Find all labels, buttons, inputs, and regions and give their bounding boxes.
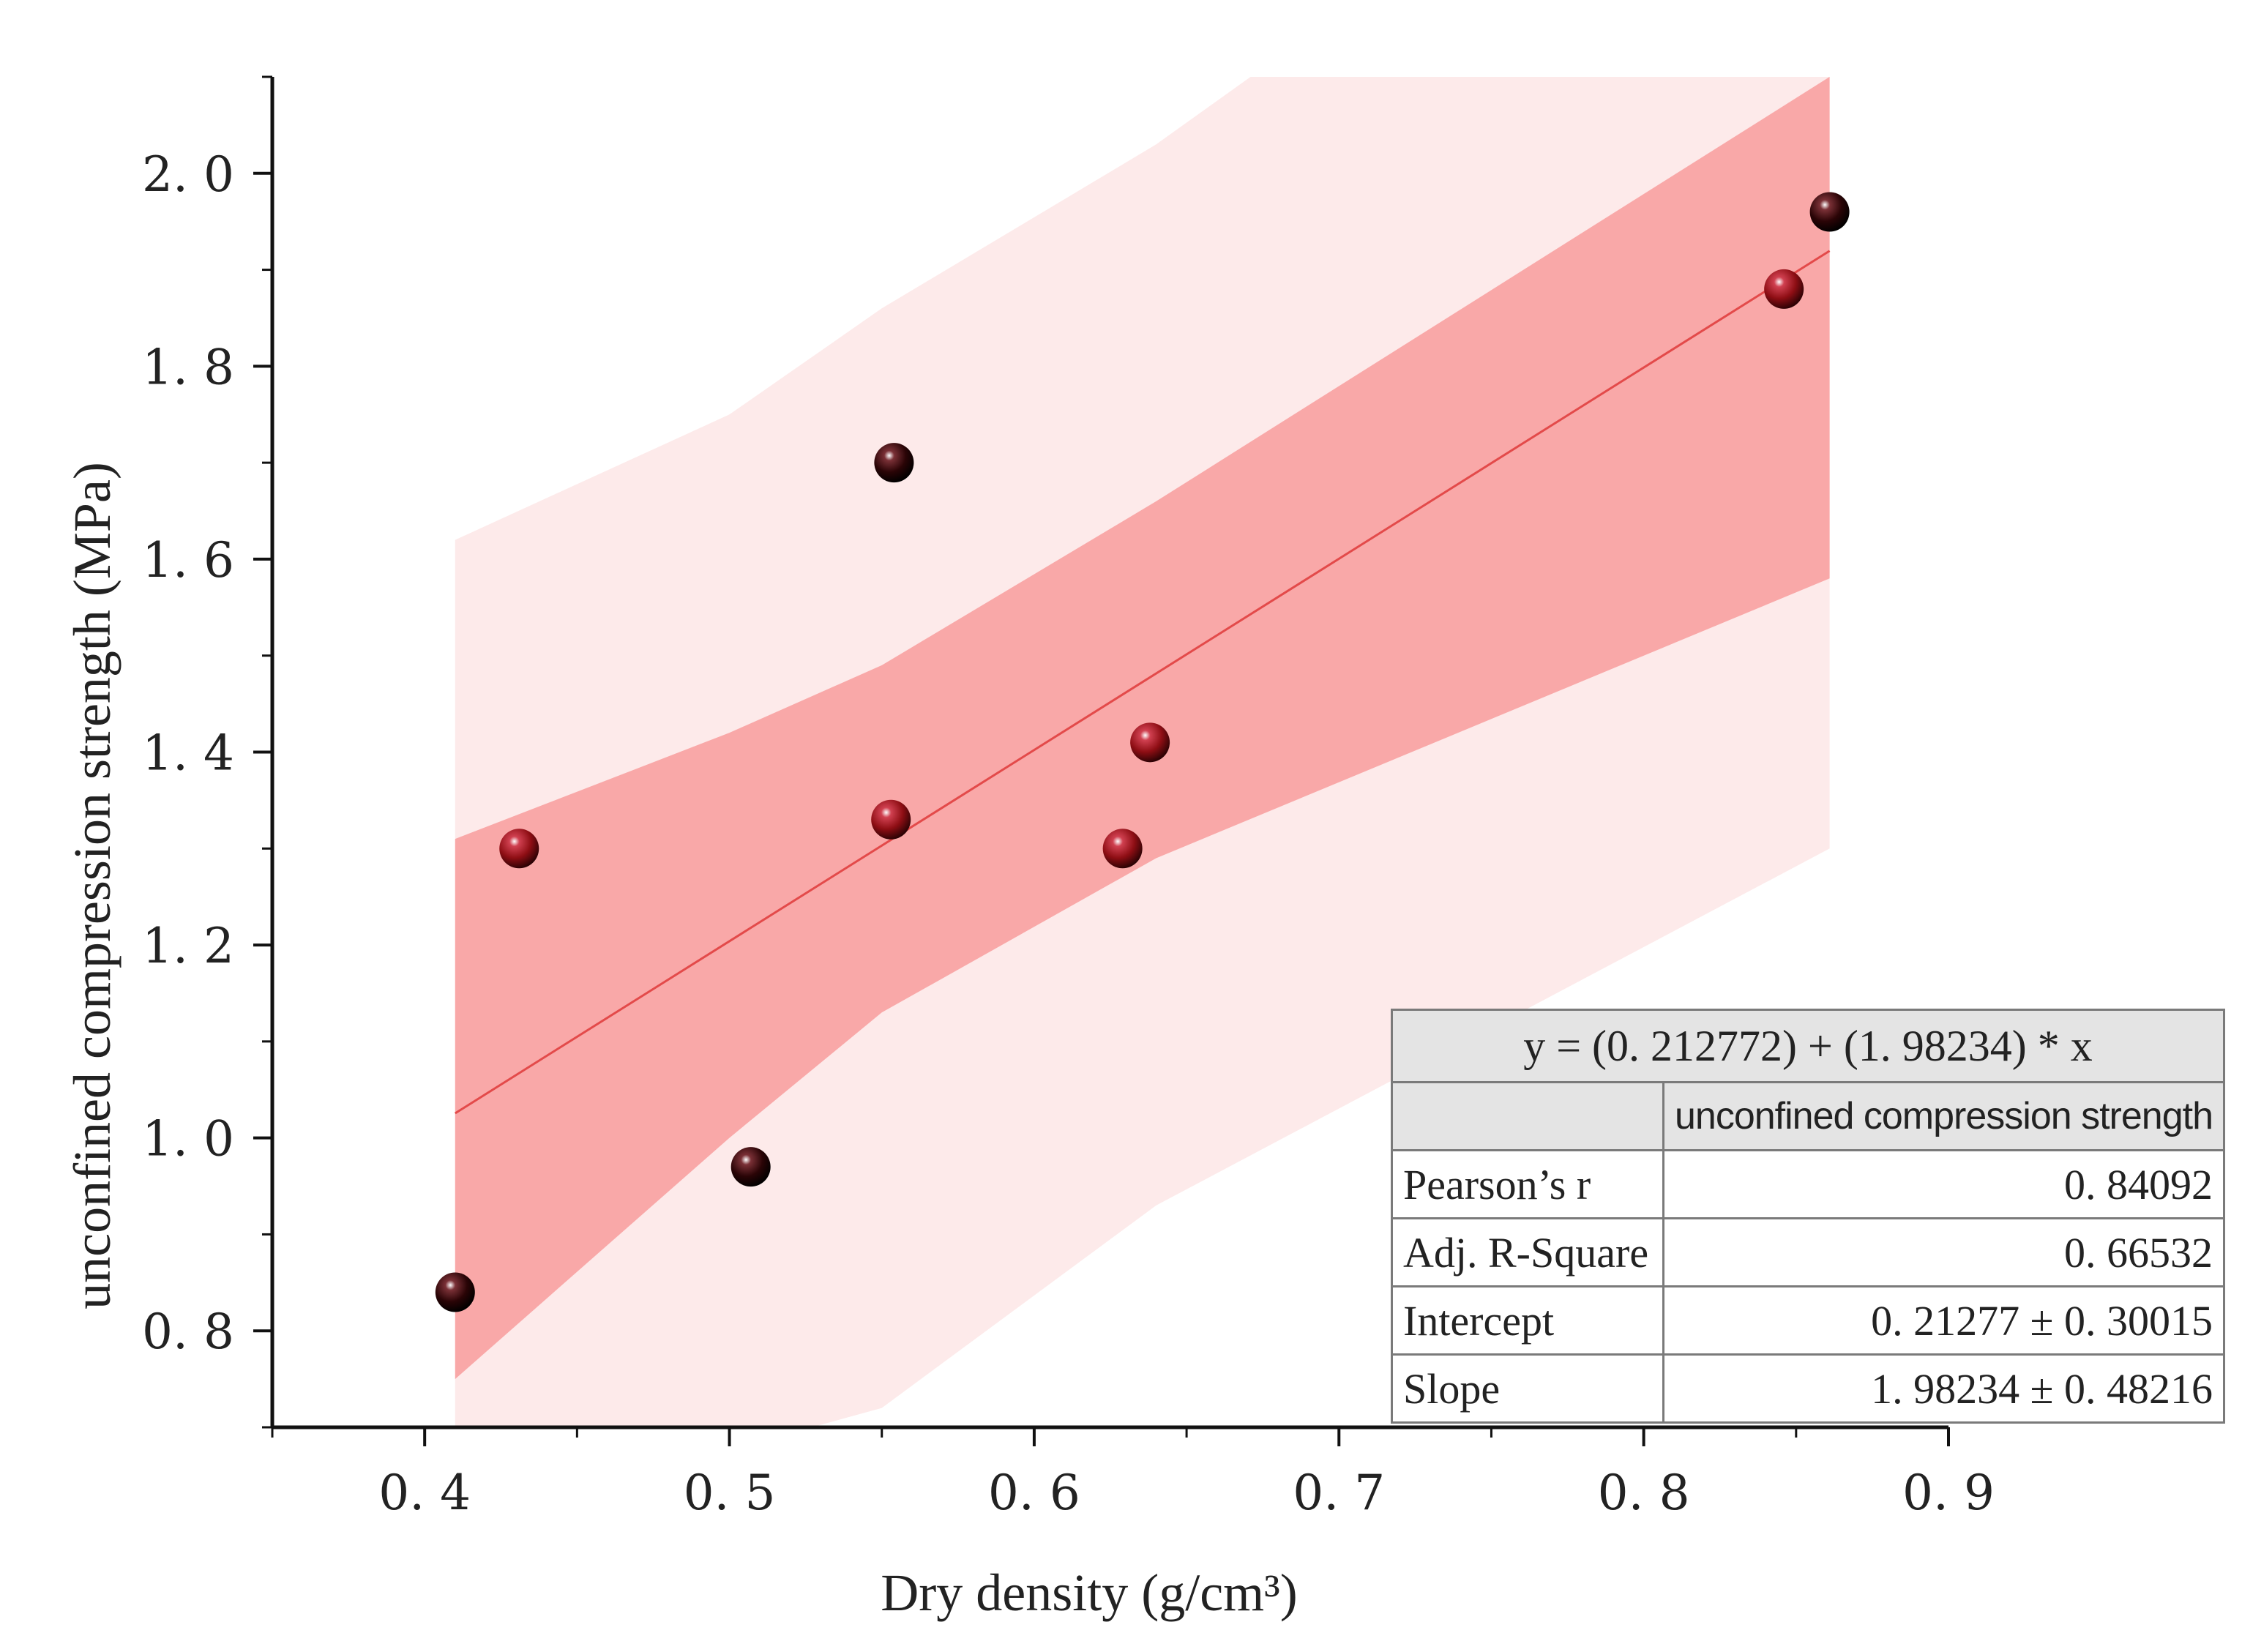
y-tick-label: 1. 0 xyxy=(142,1111,234,1167)
data-point xyxy=(730,1147,771,1187)
fit-line-layer xyxy=(455,250,1831,1115)
row-label: Slope xyxy=(1391,1353,1664,1424)
data-point xyxy=(1102,829,1143,869)
data-point xyxy=(435,1272,475,1312)
row-value: 1. 98234 ± 0. 48216 xyxy=(1662,1353,2226,1424)
points-layer xyxy=(435,192,1850,1312)
axes-layer: 0. 4 0. 5 0. 6 0. 7 0. 8 0. 9 0. 8 1. 0 1. 2 1. 4… xyxy=(142,75,1995,1521)
x-tick-label: 0. 8 xyxy=(1598,1465,1690,1521)
header-blank-cell xyxy=(1391,1081,1664,1151)
table-row: Pearson’s r 0. 84092 xyxy=(1391,1149,2226,1219)
row-label: Adj. R-Square xyxy=(1391,1217,1664,1287)
table-row: Intercept 0. 21277 ± 0. 30015 xyxy=(1391,1285,2226,1356)
row-value: 0. 66532 xyxy=(1662,1217,2226,1287)
row-label: Pearson’s r xyxy=(1391,1149,1664,1219)
data-point xyxy=(871,799,911,840)
x-tick-label: 0. 6 xyxy=(988,1465,1080,1521)
y-axis-title: unconfined compression strength (MPa) xyxy=(63,462,122,1309)
table-row: Adj. R-Square 0. 66532 xyxy=(1391,1217,2226,1287)
y-tick-label: 1. 6 xyxy=(142,532,234,588)
data-point xyxy=(499,829,539,869)
column-header: unconfined compression strength xyxy=(1662,1081,2226,1151)
data-point xyxy=(1809,192,1850,232)
x-tick-label: 0. 4 xyxy=(378,1465,471,1521)
y-tick-label: 0. 8 xyxy=(142,1304,234,1360)
equation-row: y = (0. 212772) + (1. 98234) * x xyxy=(1391,1009,2225,1083)
data-point xyxy=(874,443,914,483)
y-tick-label: 1. 8 xyxy=(142,339,234,395)
x-tick-label: 0. 9 xyxy=(1902,1465,1995,1521)
fit-equation: y = (0. 212772) + (1. 98234) * x xyxy=(1391,1009,2225,1083)
y-tick-label: 1. 4 xyxy=(142,725,234,782)
table-header-row: unconfined compression strength xyxy=(1391,1081,2226,1151)
x-tick-label: 0. 5 xyxy=(684,1465,776,1521)
row-value: 0. 84092 xyxy=(1662,1149,2226,1219)
fit-line xyxy=(455,250,1831,1115)
x-tick-label: 0. 7 xyxy=(1293,1465,1385,1521)
row-value: 0. 21277 ± 0. 30015 xyxy=(1662,1285,2226,1356)
data-point xyxy=(1130,722,1170,763)
row-label: Intercept xyxy=(1391,1285,1664,1356)
data-point xyxy=(1764,269,1804,309)
x-axis-title: Dry density (g/cm³) xyxy=(881,1563,1297,1622)
table-row: Slope 1. 98234 ± 0. 48216 xyxy=(1391,1353,2226,1424)
y-tick-label: 2. 0 xyxy=(142,146,234,203)
fit-statistics-table: y = (0. 212772) + (1. 98234) * x unconfi… xyxy=(1391,1009,2226,1424)
y-tick-label: 1. 2 xyxy=(142,918,234,974)
